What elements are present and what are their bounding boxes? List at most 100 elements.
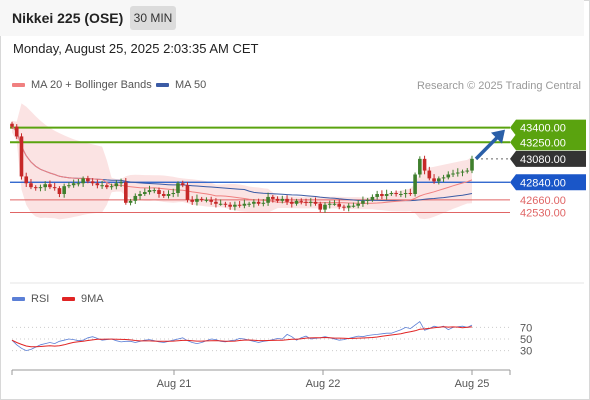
- candle-body: [247, 203, 251, 205]
- rsi-line: [11, 321, 473, 352]
- candle-body: [441, 177, 446, 179]
- time-axis: Aug 21 Aug 22 Aug 25: [11, 369, 511, 390]
- candle-body: [67, 185, 71, 187]
- candle-body: [33, 187, 38, 189]
- candle-body: [332, 203, 337, 205]
- candle-body: [14, 126, 19, 137]
- candle-body: [180, 183, 185, 186]
- candle-body: [52, 187, 57, 189]
- interval-selector-button[interactable]: 30 MIN: [130, 6, 176, 30]
- candle-body: [289, 201, 294, 204]
- candle-body: [62, 186, 66, 194]
- candle-body: [223, 203, 228, 205]
- candle-body: [266, 196, 270, 203]
- candle-body: [95, 183, 100, 186]
- level-lines: [10, 126, 510, 214]
- candle-body: [161, 194, 166, 196]
- candle-body: [128, 200, 133, 203]
- candle-body: [237, 204, 242, 206]
- ma9-swatch-icon: [62, 297, 75, 302]
- candle-body: [299, 200, 304, 202]
- candle-body: [356, 203, 360, 206]
- candle-body: [38, 187, 43, 189]
- candle-body: [323, 204, 327, 210]
- candle-body: [100, 185, 104, 187]
- candle-body: [242, 203, 247, 206]
- candle-body: [304, 201, 308, 203]
- candle-body: [446, 174, 451, 178]
- x-axis-label: Aug 22: [306, 378, 341, 390]
- candle-body: [114, 183, 119, 187]
- candle-body: [185, 185, 190, 200]
- candle-body: [351, 205, 356, 207]
- candle-body: [380, 194, 384, 196]
- bollinger-band-fill: [12, 103, 472, 220]
- candle-body: [294, 200, 299, 204]
- credit-text: Research © 2025 Trading Central: [416, 80, 581, 92]
- candle-body: [209, 199, 213, 202]
- ma50-swatch-icon: [156, 83, 169, 88]
- timestamp: Monday, August 25, 2025 2:03:35 AM CET: [13, 41, 259, 56]
- rsi-swatch-icon: [12, 297, 25, 302]
- candle-body: [199, 198, 204, 200]
- candle-body: [437, 178, 441, 182]
- candle-body: [76, 183, 81, 185]
- candle-body: [399, 194, 403, 195]
- candle-body: [109, 186, 114, 188]
- candle-body: [313, 201, 318, 204]
- rsi-level-label: 70: [520, 322, 532, 334]
- candle-body: [81, 178, 85, 184]
- header-bar: Nikkei 225 (OSE) 30 MIN: [0, 0, 584, 36]
- candle-body: [342, 206, 346, 208]
- level-tag-bg: [510, 150, 586, 167]
- candle-body: [256, 201, 261, 204]
- candle-body: [190, 199, 195, 202]
- candle-body: [142, 192, 147, 194]
- candle-body: [375, 194, 379, 197]
- candles: [10, 121, 474, 213]
- level-tag-bg: [510, 134, 586, 151]
- candle-body: [261, 202, 266, 204]
- candle-body: [57, 188, 62, 194]
- candle-body: [403, 193, 408, 195]
- candle-body: [394, 193, 398, 195]
- level-tag-bg: [510, 174, 586, 191]
- level-tags: 43400.00 43250.00 43080.00 42840.00 42660.00…: [510, 119, 586, 220]
- candle-body: [10, 123, 14, 127]
- candle-body: [465, 170, 470, 172]
- candle-body: [271, 196, 275, 199]
- arrow-shaft: [474, 134, 501, 161]
- legend-label-ma50: MA 50: [175, 79, 207, 91]
- x-axis-label: Aug 21: [157, 378, 192, 390]
- candle-body: [152, 190, 157, 192]
- candle-body: [233, 204, 237, 207]
- x-axis-label: Aug 25: [455, 378, 490, 390]
- candle-body: [280, 198, 285, 201]
- candle-body: [176, 183, 180, 194]
- level-tag-pivot: 42840.00: [520, 177, 566, 189]
- candle-body: [318, 203, 323, 210]
- candle-body: [361, 200, 365, 204]
- level-tag-s1: 42660.00: [520, 195, 566, 207]
- candle-body: [48, 184, 52, 188]
- candle-body: [43, 184, 47, 188]
- candle-body: [252, 201, 256, 204]
- candle-body: [138, 194, 142, 196]
- candle-body: [157, 190, 161, 194]
- candle-body: [19, 136, 24, 177]
- candle-body: [133, 195, 138, 201]
- candle-body: [337, 203, 342, 207]
- candle-body: [346, 205, 351, 208]
- legend-item-ma50: MA 50: [156, 79, 206, 91]
- candle-body: [166, 194, 171, 196]
- candle-body: [195, 198, 199, 202]
- candle-body: [432, 178, 436, 182]
- candle-body: [171, 193, 176, 195]
- legend-item-rsi: RSI: [12, 293, 49, 305]
- level-tag-r1: 43250.00: [520, 137, 566, 149]
- candle-body: [408, 193, 413, 195]
- bollinger-band: [12, 103, 472, 220]
- level-tag-last: 43080.00: [520, 154, 566, 166]
